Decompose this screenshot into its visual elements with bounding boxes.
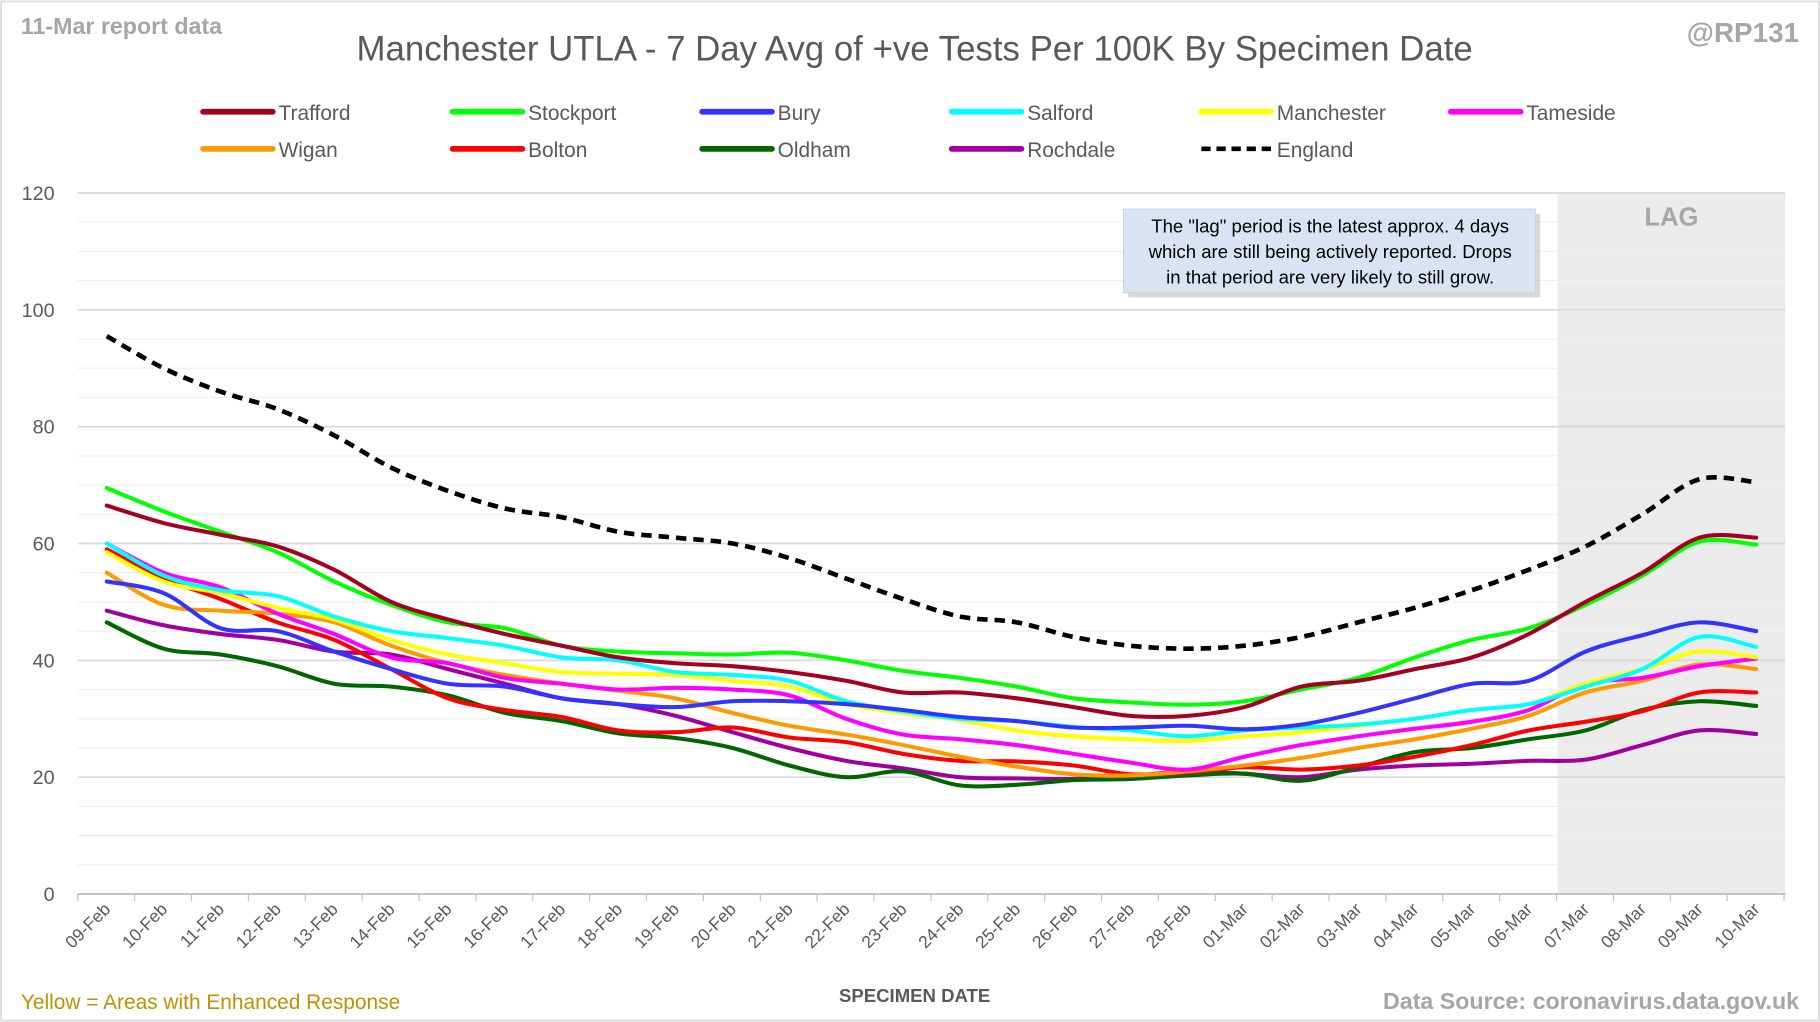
legend-label: Tameside (1526, 102, 1615, 125)
series-line-stockport (104, 485, 1759, 707)
legend-label: Stockport (528, 102, 616, 125)
series-line-england (105, 334, 1757, 651)
legend-item-salford: Salford (948, 102, 1093, 125)
author-handle: @RP131 (1687, 17, 1799, 48)
legend-label: Bolton (528, 139, 587, 162)
annotation-line-3: in that period are very likely to still … (1166, 267, 1494, 288)
legend-item-manchester: Manchester (1198, 102, 1386, 125)
series-line-bolton (104, 547, 1759, 777)
data-source: Data Source: coronavirus.data.gov.uk (1383, 988, 1799, 1014)
legend-item-trafford: Trafford (200, 102, 351, 125)
legend-label: Rochdale (1027, 139, 1115, 162)
legend-label: Salford (1027, 102, 1093, 125)
legend-item-rochdale: Rochdale (948, 139, 1115, 162)
annotation-line-1: The "lag" period is the latest approx. 4… (1151, 215, 1509, 236)
series-line-tameside (104, 541, 1759, 772)
legend-label: Oldham (778, 139, 851, 162)
annotation-line-2: which are still being actively reported.… (1148, 241, 1512, 262)
legend-label: Bury (778, 102, 821, 125)
y-axis: 0 20 40 60 80 100 120 (22, 183, 55, 906)
y-tick-label: 100 (22, 300, 55, 322)
legend-item-oldham: Oldham (699, 139, 851, 162)
legend-item-england: England (1201, 139, 1353, 162)
y-tick-label: 0 (44, 884, 55, 906)
series-lines (104, 334, 1759, 789)
series-line-oldham (104, 620, 1759, 789)
y-tick-label: 120 (22, 183, 55, 205)
legend-label: Trafford (279, 102, 351, 125)
lag-label: LAG (1644, 203, 1698, 231)
y-tick-label: 80 (33, 417, 55, 439)
y-tick-label: 60 (33, 533, 55, 555)
series-line-trafford (104, 503, 1759, 719)
y-tick-label: 40 (33, 650, 55, 672)
series-line-wigan (104, 570, 1759, 778)
report-label: 11-Mar report data (21, 13, 223, 39)
footer-note: Yellow = Areas with Enhanced Response (21, 991, 400, 1014)
legend-label: England (1277, 139, 1354, 162)
legend-label: Wigan (279, 139, 338, 162)
legend-item-bury: Bury (699, 102, 821, 125)
legend: Trafford Stockport Bury Salford Manchester Ta… (200, 102, 1616, 162)
series-line-bury (104, 579, 1759, 732)
y-tick-label: 20 (33, 767, 55, 789)
chart-title: Manchester UTLA - 7 Day Avg of +ve Tests… (357, 30, 1473, 69)
annotation-box: The "lag" period is the latest approx. 4… (1122, 208, 1541, 298)
legend-item-bolton: Bolton (449, 139, 587, 162)
legend-label: Manchester (1277, 102, 1386, 125)
legend-item-wigan: Wigan (200, 139, 338, 162)
legend-item-tameside: Tameside (1447, 102, 1616, 125)
x-axis-title: SPECIMEN DATE (839, 985, 990, 1006)
legend-item-stockport: Stockport (449, 102, 617, 125)
